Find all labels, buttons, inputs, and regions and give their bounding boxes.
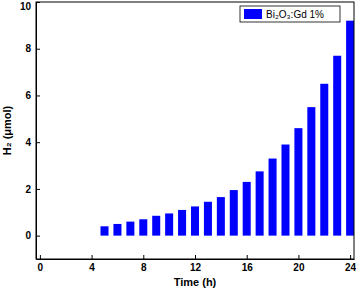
bar [126, 222, 134, 236]
bar [101, 226, 109, 235]
legend-box [240, 6, 340, 22]
bar [320, 84, 328, 236]
x-tick-mark [247, 255, 248, 259]
y-tick-label: 2 [25, 184, 31, 195]
x-axis: 0 4 8 12 16 20 24 [37, 255, 356, 273]
x-tick-mark [92, 255, 93, 259]
x-tick: 24 [345, 255, 356, 273]
x-axis-title: Time (h) [174, 276, 217, 288]
y-tick-mark [36, 95, 40, 96]
y-tick-mark [36, 49, 40, 50]
bar [243, 182, 251, 236]
x-tick: 20 [293, 255, 305, 273]
x-tick-label: 12 [190, 262, 202, 273]
bar [204, 202, 212, 236]
x-tick: 12 [190, 255, 202, 273]
y-tick-label: 6 [25, 90, 31, 101]
y-tick-mark [36, 236, 40, 237]
y-tick-mark [36, 2, 40, 3]
chart: 048121620240246810Bi₂O₃:Gd 1%Time (h)H₂ … [0, 0, 356, 291]
x-tick-mark [40, 255, 41, 259]
x-tick-label: 16 [242, 262, 254, 273]
x-tick-label: 20 [293, 262, 305, 273]
x-tick-mark [298, 255, 299, 259]
plot-frame [36, 2, 354, 259]
x-tick-label: 24 [345, 262, 356, 273]
legend-label: Bi₂O₃:Gd 1% [266, 9, 324, 20]
bar [333, 56, 341, 236]
bar [36, 235, 44, 236]
bar [178, 210, 186, 236]
x-tick-mark [143, 255, 144, 259]
y-tick-mark [36, 142, 40, 143]
bar [294, 128, 302, 235]
bar [191, 206, 199, 235]
bar [269, 159, 277, 236]
x-tick-mark [195, 255, 196, 259]
bar [256, 171, 264, 235]
bar [152, 216, 160, 236]
bar [49, 235, 57, 236]
y-axis: 0 2 4 6 8 10 [20, 1, 40, 260]
x-tick: 8 [141, 255, 147, 273]
y-tick-label: 8 [25, 43, 31, 54]
x-tick-label: 0 [38, 262, 44, 273]
y-tick-label: 0 [25, 230, 31, 241]
bar [281, 145, 289, 236]
bar [217, 197, 225, 236]
x-tick-label: 4 [89, 262, 95, 273]
legend-swatch [244, 9, 262, 19]
y-axis-line [36, 3, 37, 260]
plot: 048121620240246810Bi₂O₃:Gd 1% [20, 1, 356, 273]
y-tick-mark [36, 189, 40, 190]
bar [62, 235, 70, 236]
bar [346, 21, 354, 236]
y-axis-title: H₂ (μmol) [1, 105, 13, 155]
bar [307, 107, 315, 236]
bar [88, 235, 96, 236]
x-tick: 0 [38, 255, 44, 273]
y-tick-label: 10 [20, 1, 32, 12]
bar [75, 235, 83, 236]
y-tick: 10 [20, 1, 40, 12]
bar [113, 224, 121, 236]
x-tick-label: 8 [141, 262, 147, 273]
bar [165, 213, 173, 235]
y-tick-label: 4 [25, 137, 31, 148]
x-tick-mark [350, 255, 351, 259]
y-tick: 0 [25, 230, 40, 241]
y-tick: 4 [25, 137, 40, 148]
legend: Bi₂O₃:Gd 1% [240, 6, 340, 22]
y-tick: 8 [25, 43, 40, 54]
bar [230, 190, 238, 236]
y-tick: 6 [25, 90, 40, 101]
x-tick: 16 [242, 255, 254, 273]
x-tick: 4 [89, 255, 95, 273]
bar [139, 219, 147, 235]
bars [101, 21, 354, 236]
x-axis-line [37, 259, 355, 260]
y-tick: 2 [25, 184, 40, 195]
